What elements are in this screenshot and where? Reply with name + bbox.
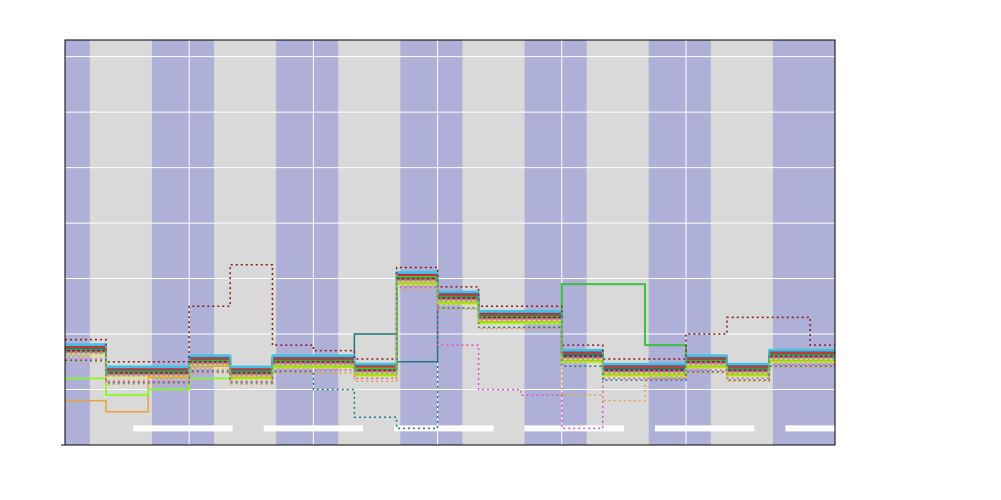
night-band xyxy=(400,40,462,445)
kp-chart xyxy=(0,0,1001,500)
night-band xyxy=(649,40,711,445)
night-band xyxy=(65,40,90,445)
night-band xyxy=(773,40,835,445)
night-band xyxy=(525,40,587,445)
night-band xyxy=(276,40,338,445)
